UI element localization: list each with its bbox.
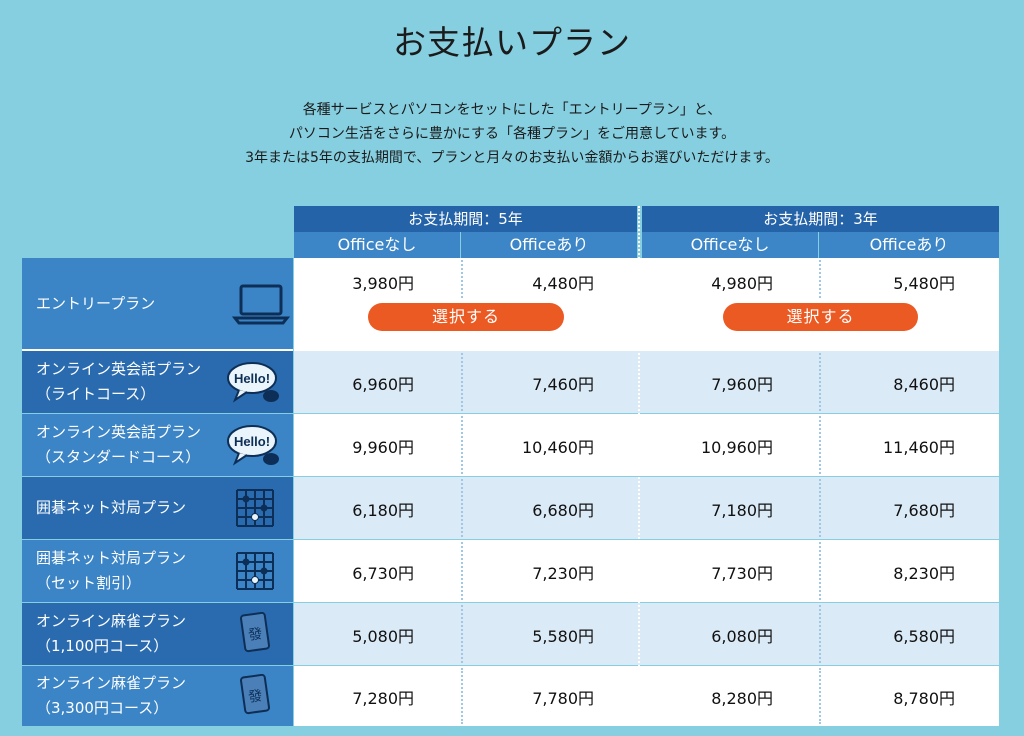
hello-speech-bubble-icon: Hello!: [225, 423, 281, 467]
plan-label-cell: オンライン麻雀プラン （3,300円コース） 發: [22, 666, 293, 726]
price-value: 7,730円: [711, 564, 773, 583]
column-separator: [819, 542, 821, 600]
price-row: [294, 414, 999, 476]
svg-text:發: 發: [247, 626, 263, 644]
price-value: 6,580円: [893, 627, 955, 646]
svg-text:Hello!: Hello!: [234, 371, 270, 386]
price-row: [294, 477, 999, 539]
period-header-3yr: お支払期間：3年: [642, 206, 999, 232]
plan-label: 囲碁ネット対局プラン （セット割引）: [36, 549, 187, 592]
go-board-icon: [231, 549, 279, 593]
column-separator: [819, 353, 821, 411]
price-value: 6,080円: [711, 627, 773, 646]
plan-label-cell: エントリープラン: [22, 258, 293, 351]
price-row: [294, 603, 999, 665]
plan-label: オンライン麻雀プラン （1,100円コース）: [36, 612, 187, 655]
price-row: [294, 666, 999, 726]
column-separator: [461, 605, 463, 663]
price-value: 9,960円: [352, 438, 414, 457]
column-separator: [461, 260, 463, 298]
price-value: 7,230円: [532, 564, 594, 583]
svg-text:Hello!: Hello!: [234, 434, 270, 449]
plan-label-cell: オンライン英会話プラン （スタンダードコース） Hello!: [22, 414, 293, 476]
column-separator: [461, 668, 463, 724]
plan-label: エントリープラン: [36, 294, 156, 312]
period-divider: [638, 206, 640, 726]
price-value: 8,280円: [711, 689, 773, 708]
select-button-5yr[interactable]: 選択する: [368, 303, 564, 331]
mahjong-tile-icon: 發: [231, 673, 279, 718]
price-row: [294, 540, 999, 602]
intro-line: パソコン生活をさらに豊かにする「各種プラン」をご用意しています。: [288, 126, 736, 142]
price-value: 8,230円: [893, 564, 955, 583]
column-separator: [819, 416, 821, 474]
plan-label: オンライン英会話プラン （スタンダードコース）: [36, 423, 202, 466]
column-separator: [461, 542, 463, 600]
price-value: 11,460円: [883, 438, 955, 457]
price-value: 7,960円: [711, 375, 773, 394]
price-value: 10,460円: [522, 438, 594, 457]
select-button-3yr[interactable]: 選択する: [723, 303, 918, 331]
price-value: 7,180円: [711, 501, 773, 520]
price-value: 10,960円: [701, 438, 773, 457]
plan-label-cell: 囲碁ネット対局プラン: [22, 477, 293, 539]
price-value: 3,980円: [352, 274, 414, 293]
column-separator: [819, 479, 821, 537]
plan-label: 囲碁ネット対局プラン: [36, 498, 187, 517]
column-header-5yr-with-office: Officeあり: [461, 232, 637, 258]
price-value: 6,730円: [352, 564, 414, 583]
intro-line: 3年または5年の支払期間で、プランと月々のお支払い金額からお選びいただけます。: [245, 150, 779, 166]
price-value: 4,980円: [711, 274, 773, 293]
column-header-5yr-no-office: Officeなし: [294, 232, 460, 258]
price-value: 5,480円: [893, 274, 955, 293]
page-title: お支払いプラン: [393, 23, 631, 62]
price-value: 4,480円: [532, 274, 594, 293]
price-value: 8,460円: [893, 375, 955, 394]
plan-label: オンライン麻雀プラン （3,300円コース）: [36, 674, 187, 717]
go-board-icon: [231, 486, 279, 530]
price-value: 8,780円: [893, 689, 955, 708]
column-separator: [461, 479, 463, 537]
plan-label-cell: オンライン麻雀プラン （1,100円コース） 發: [22, 603, 293, 665]
price-value: 6,180円: [352, 501, 414, 520]
intro-text: 各種サービスとパソコンをセットにした「エントリープラン」と、 パソコン生活をさら…: [0, 98, 1024, 170]
price-value: 7,680円: [893, 501, 955, 520]
plan-label-cell: 囲碁ネット対局プラン （セット割引）: [22, 540, 293, 602]
mahjong-tile-icon: 發: [231, 611, 279, 656]
column-header-3yr-with-office: Officeあり: [819, 232, 999, 258]
plan-label: オンライン英会話プラン （ライトコース）: [36, 360, 202, 403]
column-separator: [819, 668, 821, 724]
price-value: 6,960円: [352, 375, 414, 394]
price-value: 7,280円: [352, 689, 414, 708]
column-separator: [819, 260, 821, 298]
svg-text:發: 發: [247, 688, 263, 706]
plan-label-cell: オンライン英会話プラン （ライトコース） Hello!: [22, 351, 293, 413]
laptop-icon: [231, 282, 291, 326]
column-separator: [461, 416, 463, 474]
price-value: 7,780円: [532, 689, 594, 708]
intro-line: 各種サービスとパソコンをセットにした「エントリープラン」と、: [302, 102, 722, 118]
price-value: 5,580円: [532, 627, 594, 646]
column-separator: [819, 605, 821, 663]
price-value: 7,460円: [532, 375, 594, 394]
price-row: [294, 351, 999, 413]
hello-speech-bubble-icon: Hello!: [225, 360, 281, 404]
price-value: 6,680円: [532, 501, 594, 520]
column-separator: [461, 353, 463, 411]
period-header-5yr: お支払期間：5年: [294, 206, 637, 232]
column-header-3yr-no-office: Officeなし: [642, 232, 818, 258]
price-value: 5,080円: [352, 627, 414, 646]
